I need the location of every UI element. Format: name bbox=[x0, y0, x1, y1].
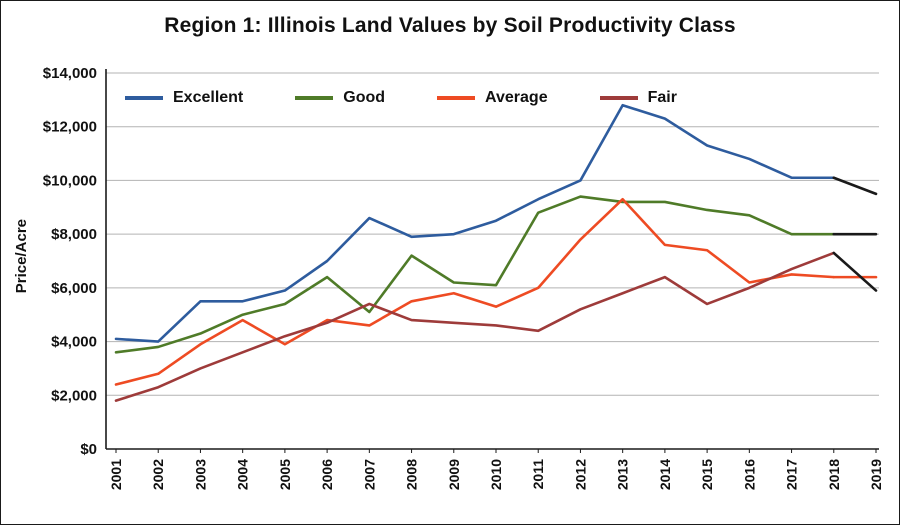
y-tick-label: $10,000 bbox=[43, 172, 97, 189]
legend-swatch-fair bbox=[599, 96, 638, 100]
legend-item-excellent: Excellent bbox=[125, 89, 243, 107]
legend: Excellent Good Average Fair bbox=[125, 89, 677, 107]
y-tick-label: $12,000 bbox=[43, 119, 97, 136]
x-tick-label: 2019 bbox=[868, 459, 884, 490]
x-tick-label: 2004 bbox=[235, 459, 251, 490]
x-tick-label: 2018 bbox=[826, 459, 842, 490]
x-tick-label: 2014 bbox=[657, 459, 673, 490]
x-tick-label: 2010 bbox=[488, 459, 504, 490]
series-line-good bbox=[114, 195, 836, 354]
series-final-segment-fair bbox=[832, 251, 878, 292]
x-tick-label: 2005 bbox=[277, 459, 293, 490]
y-tick-label: $0 bbox=[80, 441, 97, 458]
x-tick-label: 2008 bbox=[404, 459, 420, 490]
legend-swatch-excellent bbox=[125, 96, 163, 100]
x-tick-label: 2001 bbox=[108, 459, 124, 490]
series-final-segment-excellent bbox=[832, 176, 878, 196]
legend-label-fair: Fair bbox=[647, 89, 677, 106]
x-tick-label: 2002 bbox=[150, 459, 166, 490]
legend-label-good: Good bbox=[343, 89, 386, 106]
x-tick-label: 2013 bbox=[615, 459, 631, 490]
y-axis-label: Price/Acre bbox=[13, 219, 30, 294]
x-tick-label: 2012 bbox=[572, 459, 588, 490]
x-tick-label: 2007 bbox=[361, 459, 377, 490]
y-tick-label: $4,000 bbox=[51, 334, 97, 351]
legend-item-average: Average bbox=[437, 89, 548, 107]
x-tick-label: 2003 bbox=[192, 459, 208, 490]
x-tick-label: 2017 bbox=[784, 459, 800, 490]
x-tick-label: 2016 bbox=[741, 459, 757, 490]
legend-swatch-average bbox=[437, 96, 476, 100]
chart-title: Region 1: Illinois Land Values by Soil P… bbox=[164, 14, 736, 37]
y-tick-label: $8,000 bbox=[51, 226, 97, 243]
y-tick-label: $6,000 bbox=[51, 280, 97, 297]
x-tick-label: 2011 bbox=[530, 459, 546, 490]
x-tick-label: 2015 bbox=[699, 459, 715, 490]
series-line-fair bbox=[114, 251, 836, 402]
x-tick-label: 2006 bbox=[319, 459, 335, 490]
series-line-excellent bbox=[114, 103, 836, 343]
y-tick-label: $14,000 bbox=[43, 65, 97, 82]
legend-item-good: Good bbox=[295, 89, 385, 107]
series-line-average bbox=[114, 197, 836, 386]
legend-label-average: Average bbox=[485, 89, 548, 106]
legend-item-fair: Fair bbox=[599, 89, 677, 107]
legend-swatch-good bbox=[295, 96, 334, 100]
y-tick-label: $2,000 bbox=[51, 387, 97, 404]
legend-label-excellent: Excellent bbox=[173, 89, 244, 106]
x-tick-label: 2009 bbox=[446, 459, 462, 490]
